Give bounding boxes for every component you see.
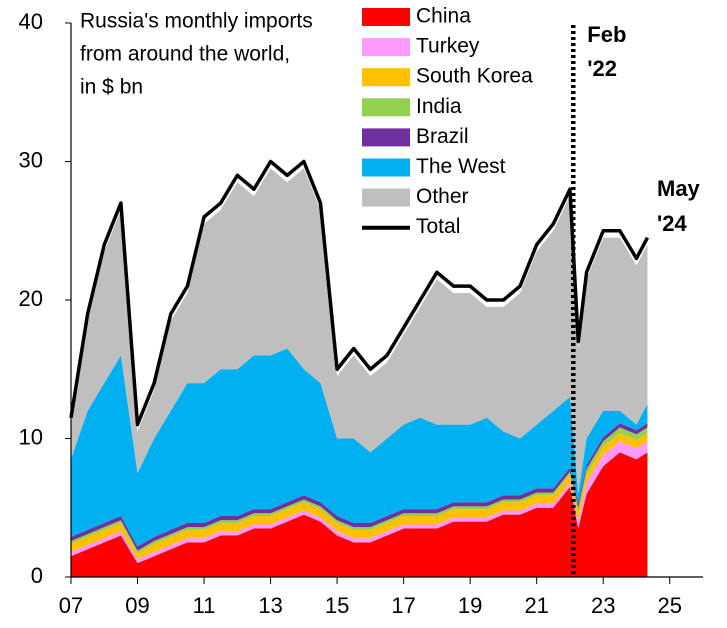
chart-title: from around the world, bbox=[80, 43, 290, 66]
y-tick-label: 0 bbox=[31, 563, 43, 588]
x-tick-label: 19 bbox=[458, 593, 482, 618]
y-tick-label: 10 bbox=[19, 424, 43, 449]
event-label: '22 bbox=[587, 56, 617, 81]
legend-label: South Korea bbox=[416, 65, 533, 88]
legend-label: Other bbox=[416, 185, 469, 208]
chart-title: in $ bn bbox=[80, 76, 143, 99]
x-tick-label: 13 bbox=[258, 593, 282, 618]
event-label: Feb bbox=[587, 22, 626, 47]
x-tick-label: 23 bbox=[591, 593, 615, 618]
end-label: '24 bbox=[657, 211, 687, 236]
x-tick-label: 15 bbox=[325, 593, 349, 618]
area bbox=[71, 441, 648, 564]
legend-swatch bbox=[362, 98, 410, 117]
legend-swatch bbox=[362, 68, 410, 87]
end-label: May bbox=[657, 176, 701, 201]
area bbox=[71, 432, 648, 559]
y-tick-label: 40 bbox=[19, 9, 43, 34]
total-line bbox=[69, 159, 649, 427]
y-tick-label: 20 bbox=[19, 286, 43, 311]
area bbox=[71, 348, 648, 547]
legend-label: Brazil bbox=[416, 125, 469, 148]
area bbox=[71, 427, 648, 554]
legend-label: Turkey bbox=[416, 35, 480, 58]
chart-title: Russia's monthly imports bbox=[80, 10, 313, 33]
legend-swatch bbox=[362, 158, 410, 177]
legend-swatch bbox=[362, 188, 410, 207]
x-tick-label: 11 bbox=[193, 593, 216, 618]
x-tick-label: 09 bbox=[125, 593, 149, 618]
x-tick-label: 25 bbox=[657, 593, 681, 618]
legend-label: China bbox=[416, 5, 471, 28]
legend-swatch bbox=[362, 8, 410, 26]
area bbox=[71, 423, 648, 551]
x-tick-label: 07 bbox=[59, 593, 83, 618]
x-tick-label: 17 bbox=[391, 593, 415, 618]
legend-label: Total bbox=[416, 215, 460, 238]
x-tick-label: 21 bbox=[524, 593, 548, 618]
legend-swatch bbox=[362, 128, 410, 147]
legend-label: The West bbox=[416, 155, 506, 178]
area bbox=[71, 452, 648, 577]
legend-swatch bbox=[362, 38, 410, 57]
area bbox=[71, 168, 648, 494]
y-tick-label: 30 bbox=[19, 147, 43, 172]
legend-label: India bbox=[416, 95, 462, 118]
